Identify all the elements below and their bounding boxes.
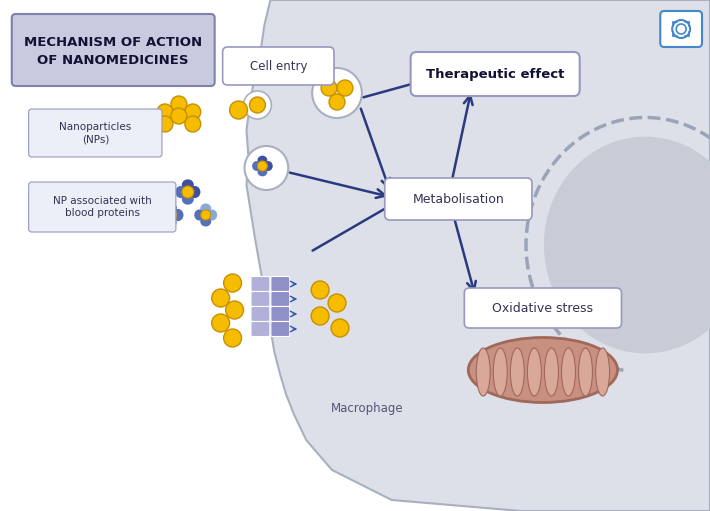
Circle shape [185, 104, 201, 120]
Circle shape [224, 274, 241, 292]
Ellipse shape [544, 136, 710, 354]
FancyBboxPatch shape [271, 276, 290, 291]
Circle shape [311, 281, 329, 299]
Ellipse shape [158, 209, 169, 221]
Ellipse shape [510, 348, 524, 396]
FancyBboxPatch shape [385, 178, 532, 220]
Circle shape [258, 161, 268, 171]
Circle shape [244, 146, 288, 190]
Text: Oxidative stress: Oxidative stress [493, 301, 594, 314]
Circle shape [182, 186, 194, 198]
Circle shape [337, 80, 353, 96]
Circle shape [157, 116, 173, 132]
Circle shape [328, 294, 346, 312]
Circle shape [224, 329, 241, 347]
Circle shape [212, 289, 229, 307]
Circle shape [171, 96, 187, 112]
FancyBboxPatch shape [271, 307, 290, 321]
FancyBboxPatch shape [271, 321, 290, 337]
Ellipse shape [476, 348, 490, 396]
Text: Therapeutic effect: Therapeutic effect [426, 67, 564, 81]
FancyBboxPatch shape [251, 276, 270, 291]
FancyBboxPatch shape [660, 11, 702, 47]
Ellipse shape [252, 161, 261, 171]
Circle shape [331, 319, 349, 337]
FancyBboxPatch shape [251, 291, 270, 307]
Ellipse shape [207, 210, 217, 221]
Text: Nanoparticles
(NPs): Nanoparticles (NPs) [59, 122, 131, 144]
Text: Cell entry: Cell entry [250, 59, 307, 73]
Circle shape [249, 97, 266, 113]
Ellipse shape [182, 179, 194, 191]
FancyBboxPatch shape [28, 182, 176, 232]
Ellipse shape [190, 186, 200, 198]
FancyBboxPatch shape [223, 47, 334, 85]
FancyBboxPatch shape [251, 307, 270, 321]
Ellipse shape [258, 167, 268, 176]
Ellipse shape [596, 348, 610, 396]
Text: Metabolisation: Metabolisation [413, 193, 504, 205]
Ellipse shape [263, 161, 273, 171]
FancyBboxPatch shape [271, 291, 290, 307]
Circle shape [229, 101, 248, 119]
Ellipse shape [165, 217, 177, 227]
Ellipse shape [258, 156, 268, 165]
Circle shape [201, 210, 211, 220]
Circle shape [171, 108, 187, 124]
Ellipse shape [175, 186, 186, 198]
Ellipse shape [200, 217, 211, 226]
Circle shape [165, 209, 177, 221]
Ellipse shape [579, 348, 592, 396]
Text: NP associated with
blood proteins: NP associated with blood proteins [53, 196, 152, 218]
Ellipse shape [195, 210, 204, 221]
Ellipse shape [200, 203, 211, 214]
Ellipse shape [528, 348, 541, 396]
FancyBboxPatch shape [12, 14, 214, 86]
Circle shape [185, 116, 201, 132]
Circle shape [321, 80, 337, 96]
Text: Macrophage: Macrophage [331, 402, 403, 414]
Circle shape [244, 91, 271, 119]
FancyBboxPatch shape [251, 321, 270, 337]
FancyBboxPatch shape [28, 109, 162, 157]
Ellipse shape [165, 202, 177, 214]
Circle shape [329, 94, 345, 110]
Ellipse shape [493, 348, 507, 396]
Circle shape [311, 307, 329, 325]
Circle shape [312, 68, 362, 118]
Circle shape [212, 314, 229, 332]
Text: MECHANISM OF ACTION
OF NANOMEDICINES: MECHANISM OF ACTION OF NANOMEDICINES [24, 35, 202, 66]
Ellipse shape [545, 348, 558, 396]
Circle shape [157, 104, 173, 120]
Ellipse shape [562, 348, 575, 396]
FancyBboxPatch shape [464, 288, 621, 328]
Ellipse shape [173, 209, 183, 221]
Circle shape [226, 301, 244, 319]
FancyBboxPatch shape [410, 52, 579, 96]
Ellipse shape [469, 337, 618, 403]
Polygon shape [246, 0, 710, 511]
Ellipse shape [182, 194, 194, 204]
